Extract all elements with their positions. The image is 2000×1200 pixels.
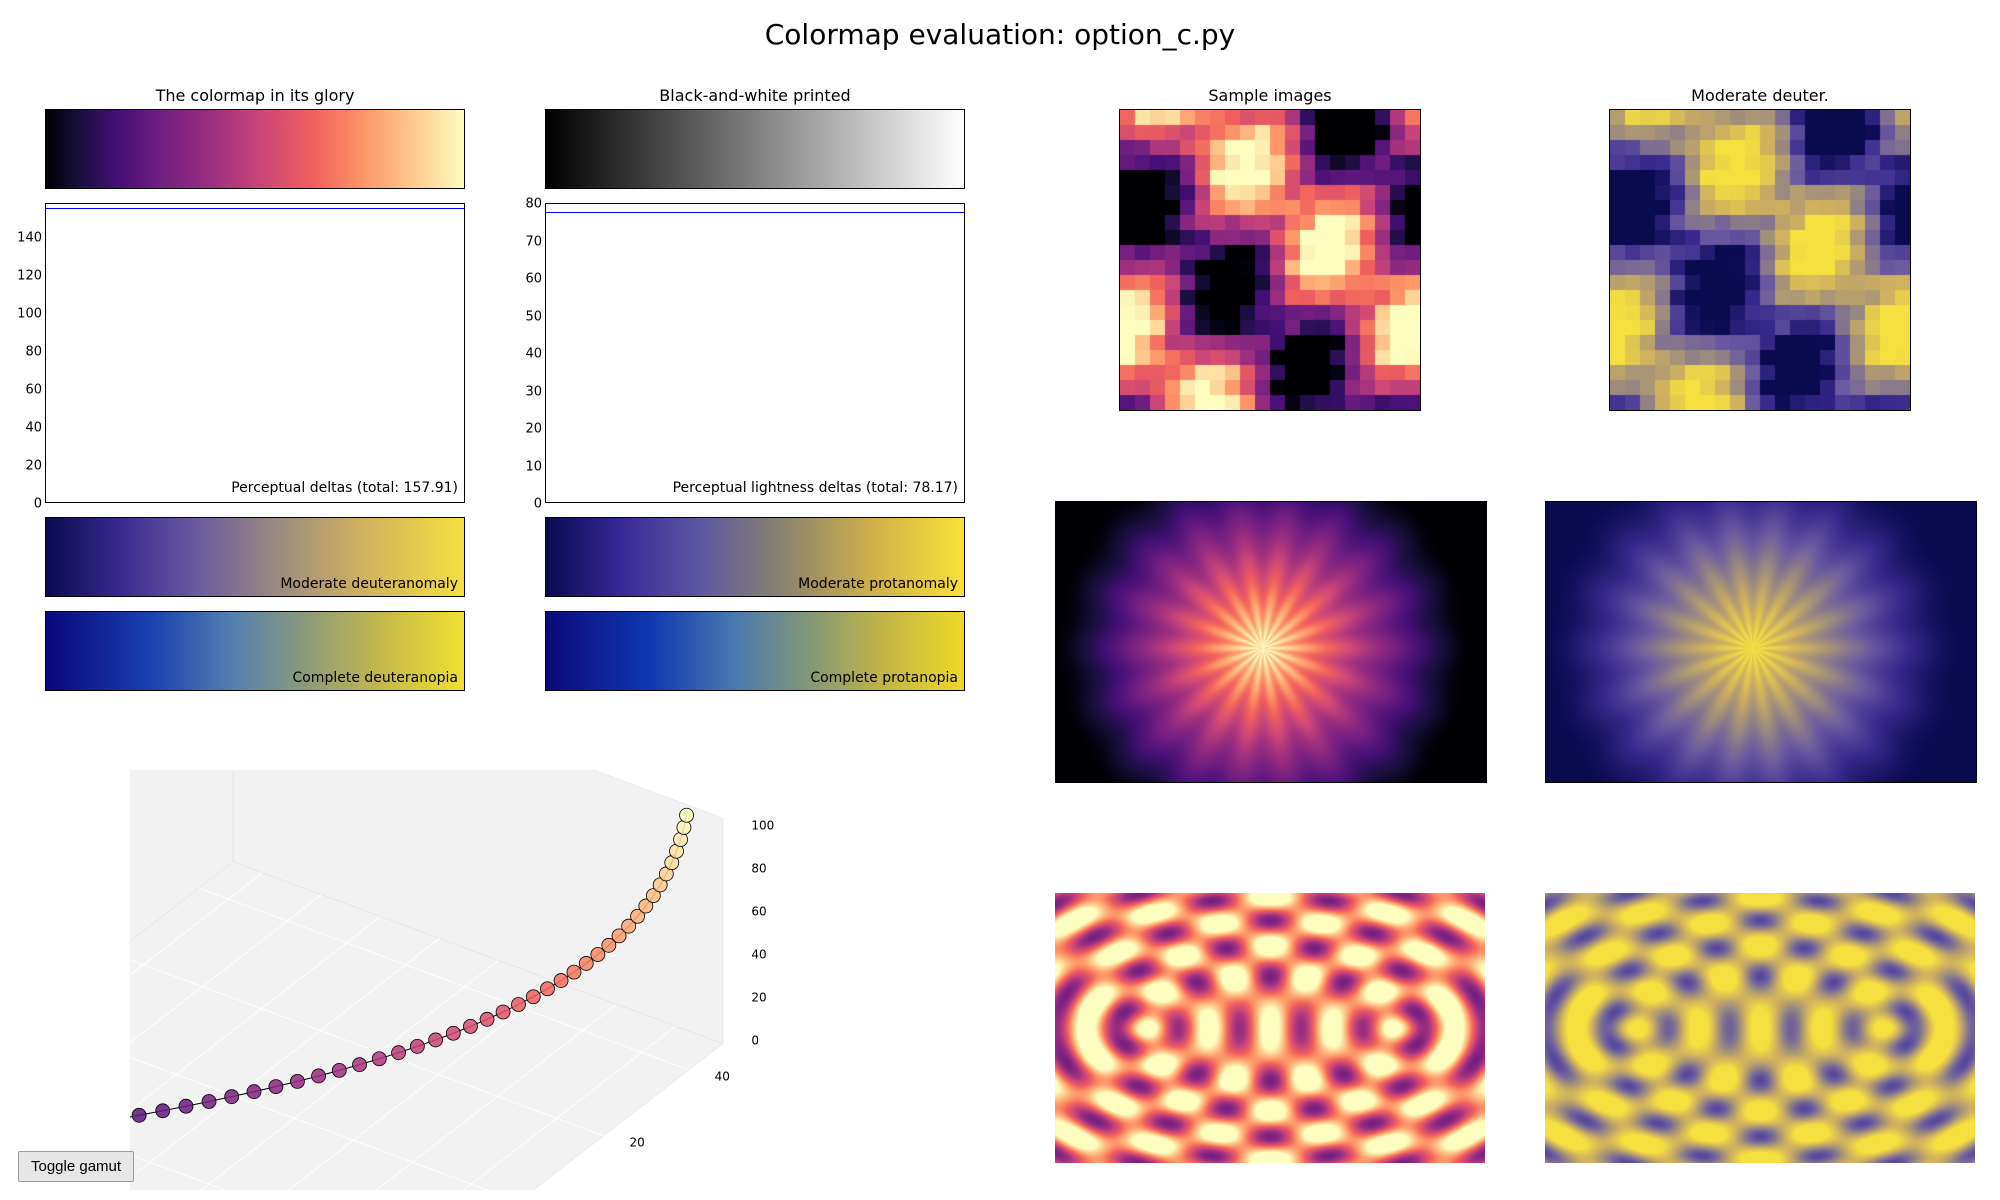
cvd-label: Complete protanopia (810, 670, 958, 686)
bw-gradient (545, 109, 965, 189)
svg-text:40: 40 (751, 948, 766, 962)
svg-text:20: 20 (629, 1135, 644, 1149)
cvd-protanomaly: Moderate protanomaly (545, 517, 965, 597)
deltas-plot-1: 020406080100120140 Perceptual deltas (to… (45, 203, 465, 503)
col4: Moderate deuter. (1545, 86, 1975, 1163)
deltas-caption-1: Perceptual deltas (total: 157.91) (231, 480, 458, 496)
cvd-deuteranopia: Complete deuteranopia (45, 611, 465, 691)
yaxis-1: 020406080100120140 (4, 204, 44, 502)
cvd-label: Moderate protanomaly (798, 576, 958, 592)
col2-title: Black-and-white printed (545, 86, 965, 105)
cvd-label: Complete deuteranopia (292, 670, 458, 686)
cvd-label: Moderate deuteranomaly (280, 576, 458, 592)
toggle-gamut-button[interactable]: Toggle gamut (18, 1151, 134, 1182)
svg-text:80: 80 (751, 862, 766, 876)
col2: Black-and-white printed 0102030405060708… (545, 86, 965, 691)
sample-pixelated-deuter (1609, 109, 1911, 411)
svg-text:20: 20 (751, 991, 766, 1005)
deltas-plot-2: 01020304050607080 Perceptual lightness d… (545, 203, 965, 503)
sample-radial-deuter (1545, 501, 1977, 783)
svg-text:0: 0 (751, 1034, 759, 1048)
svg-text:40: 40 (715, 1070, 730, 1084)
plot3d: -30-20-10010203040-40-200204002040608010… (130, 770, 870, 1190)
cvd-protanopia: Complete protanopia (545, 611, 965, 691)
sample-ripple (1055, 893, 1485, 1163)
col1: The colormap in its glory 02040608010012… (45, 86, 465, 691)
svg-text:60: 60 (751, 905, 766, 919)
colormap-gradient (45, 109, 465, 189)
yaxis-2: 01020304050607080 (504, 204, 544, 502)
col3: Sample images (1055, 86, 1485, 1163)
deltas-caption-2: Perceptual lightness deltas (total: 78.1… (673, 480, 958, 496)
page-title: Colormap evaluation: option_c.py (765, 18, 1236, 51)
col3-title: Sample images (1055, 86, 1485, 105)
sample-ripple-deuter (1545, 893, 1975, 1163)
sample-radial (1055, 501, 1487, 783)
col1-title: The colormap in its glory (45, 86, 465, 105)
col4-title: Moderate deuter. (1545, 86, 1975, 105)
cvd-deuteranomaly: Moderate deuteranomaly (45, 517, 465, 597)
svg-text:100: 100 (751, 819, 774, 833)
sample-pixelated (1119, 109, 1421, 411)
